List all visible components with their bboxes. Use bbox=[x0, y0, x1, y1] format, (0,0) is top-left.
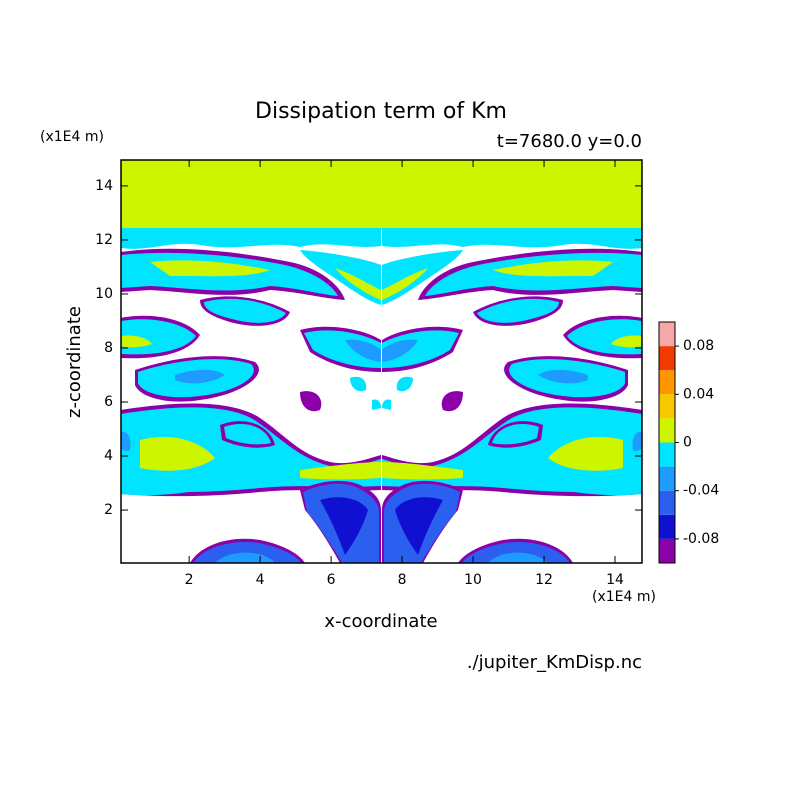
colorbar-segment bbox=[659, 394, 675, 419]
x-axis-label: x-coordinate bbox=[324, 611, 437, 632]
y-tick-label: 10 bbox=[95, 286, 113, 302]
colorbar-segment bbox=[659, 514, 675, 539]
colorbar-segment bbox=[659, 370, 675, 395]
y-axis-label: z-coordinate bbox=[64, 306, 85, 418]
colorbar-tick-label: 0 bbox=[683, 435, 692, 451]
y-tick-label: 14 bbox=[95, 178, 113, 194]
colorbar-segment bbox=[659, 346, 675, 371]
y-tick-label: 8 bbox=[104, 340, 113, 356]
y-unit: (x1E4 m) bbox=[40, 129, 104, 145]
y-tick-label: 12 bbox=[95, 232, 113, 248]
x-tick-label: 6 bbox=[327, 572, 336, 588]
colorbar-tick-label: -0.08 bbox=[683, 531, 719, 547]
colorbar-segment bbox=[659, 418, 675, 443]
y-tick-label: 2 bbox=[104, 502, 113, 518]
axes: 2 4 6 8 10 12 14 2 4 6 8 10 12 14 -0.08 -0.04 0 0.04 0.08 bbox=[95, 159, 719, 588]
chart-subtitle: t=7680.0 y=0.0 bbox=[497, 131, 642, 152]
colorbar-segment bbox=[659, 490, 675, 515]
y-tick-label: 6 bbox=[104, 394, 113, 410]
x-unit: (x1E4 m) bbox=[592, 589, 656, 605]
contour-field bbox=[121, 160, 642, 563]
colorbar-tick-label: 0.08 bbox=[683, 338, 714, 354]
colorbar-segment bbox=[659, 538, 675, 563]
x-tick-label: 10 bbox=[464, 572, 482, 588]
colorbar-tick-label: 0.04 bbox=[683, 386, 714, 402]
colorbar-tick-label: -0.04 bbox=[683, 483, 719, 499]
chart-title: Dissipation term of Km bbox=[255, 99, 507, 124]
source-file: ./jupiter_KmDisp.nc bbox=[467, 652, 642, 673]
colorbar-segment bbox=[659, 442, 675, 467]
colorbar-segment bbox=[659, 466, 675, 491]
x-tick-label: 4 bbox=[256, 572, 265, 588]
y-tick-label: 4 bbox=[104, 448, 113, 464]
colorbar-segment bbox=[659, 322, 675, 347]
x-tick-label: 8 bbox=[398, 572, 407, 588]
x-tick-label: 12 bbox=[535, 572, 553, 588]
x-tick-label: 14 bbox=[606, 572, 624, 588]
plot-frame bbox=[120, 159, 643, 564]
x-tick-label: 2 bbox=[185, 572, 194, 588]
